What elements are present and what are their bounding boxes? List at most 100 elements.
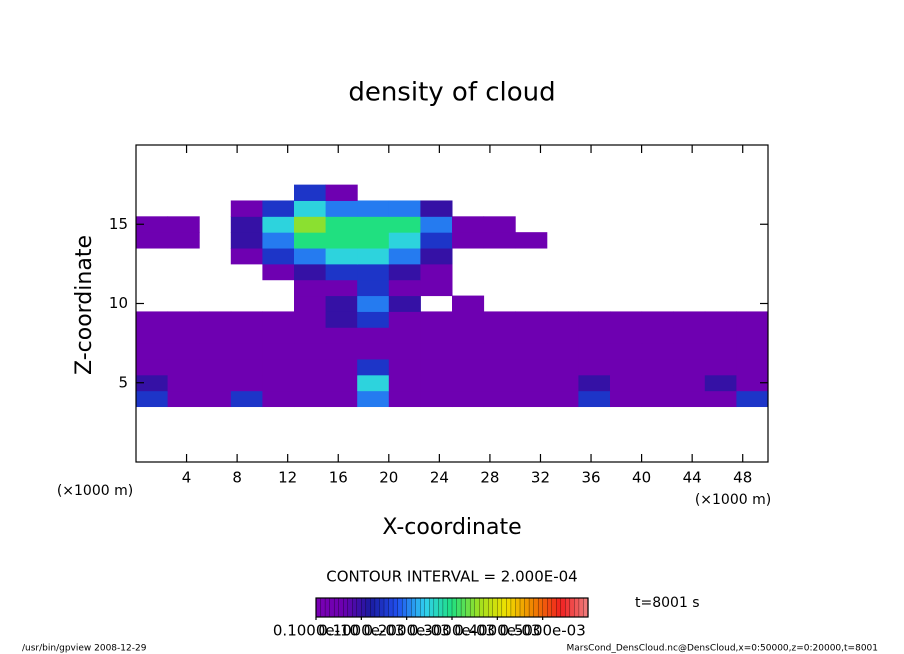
colorbar-segment [388,597,394,618]
contour-cell [546,374,579,392]
contour-cell [704,311,737,328]
colorbar-segment [519,597,526,618]
contour-cell [199,358,232,376]
contour-cell [673,358,706,376]
x-tick-label: 48 [733,469,752,487]
x-tick-label: 20 [379,469,398,487]
contour-cell [736,311,769,328]
contour-cell [578,311,611,328]
contour-cell [262,358,295,376]
contour-cell [325,248,358,265]
contour-cell [515,358,548,376]
contour-cell [230,248,263,265]
colorbar-segment [320,597,326,618]
contour-cell [262,390,295,408]
colorbar-segment [406,597,412,618]
contour-cell [357,343,390,360]
colorbar-segment [356,597,362,618]
contour-cell [325,390,358,408]
contour-cell [294,216,327,233]
colorbar-segment [424,597,430,618]
contour-cell [357,327,390,344]
contour-cell [641,311,674,328]
contour-cell [325,374,358,392]
contour-cell [262,200,295,217]
contour-cell [388,279,421,297]
contour-cell [420,327,453,344]
contour-cell [704,390,737,408]
contour-cell [136,232,169,249]
x-axis-label: X-coordinate [382,515,521,540]
contour-cell [357,374,390,392]
footer-right: MarsCond_DensCloud.nc@DensCloud,x=0:5000… [567,644,879,654]
colorbar-segment [533,597,539,618]
contour-cell [357,263,390,281]
contour-cell [578,343,611,360]
x-tick-label: 16 [329,469,348,487]
colorbar-segment [374,597,381,618]
contour-cell [610,327,643,344]
contour-cell [704,343,737,360]
contour-cell [420,279,453,297]
colorbar-label: 0.1000e-10 [273,622,359,640]
colorbar-segment [420,597,426,618]
contour-cell [230,343,263,360]
chart-title: density of cloud [348,78,555,108]
contour-cell [420,343,453,360]
contour-cell [420,232,453,249]
x-tick-label: 44 [683,469,702,487]
colorbar-segment [397,597,403,618]
contour-cell [230,358,263,376]
contour-cell [199,374,232,392]
contour-cell [199,327,232,344]
contour-cell [357,200,390,217]
contour-cell [546,390,579,408]
contour-cell [736,343,769,360]
colorbar-segment [578,597,585,618]
contour-cell [420,200,453,217]
contour-cell [515,390,548,408]
colorbar-segment [365,597,371,618]
colorbar-segment [488,597,494,618]
contour-cell [199,311,232,328]
contour-cell [325,263,358,281]
colorbar-segment [411,597,417,618]
contour-cell [357,232,390,249]
colorbar-segment [329,597,335,618]
contour-cell [610,358,643,376]
contour-cell [262,327,295,344]
x-tick-label: 28 [480,469,499,487]
contour-cell [736,374,769,392]
colorbar-segment [574,597,580,618]
contour-cell [294,327,327,344]
colorbar-segment [401,597,408,618]
contour-cell [546,327,579,344]
contour-cell [388,216,421,233]
contour-cell [452,216,485,233]
colorbar-segment [361,597,367,618]
contour-cell [388,263,421,281]
colorbar-segment [338,597,344,618]
contour-cell [452,390,485,408]
colorbar-segment [565,597,571,618]
contour-cell [136,216,169,233]
contour-cell [325,295,358,312]
contour-cell [294,184,327,201]
colorbar-label: 0.2000e-03 [364,622,450,640]
colorbar-segment [528,597,535,618]
contour-cell [452,232,485,249]
contour-cell [420,358,453,376]
contour-cell [262,343,295,360]
contour-cell [294,374,327,392]
contour-cell [325,311,358,328]
contour-cell [294,232,327,249]
contour-cell [388,311,421,328]
contour-cell [230,390,263,408]
contour-cell [673,343,706,360]
colorbar-segment [429,597,435,618]
contour-cell [325,327,358,344]
footer-left: /usr/bin/gpview 2008-12-29 [22,644,147,654]
colorbar-segment [451,597,458,618]
colorbar-segment [547,597,553,618]
colorbar-segment [510,597,517,618]
